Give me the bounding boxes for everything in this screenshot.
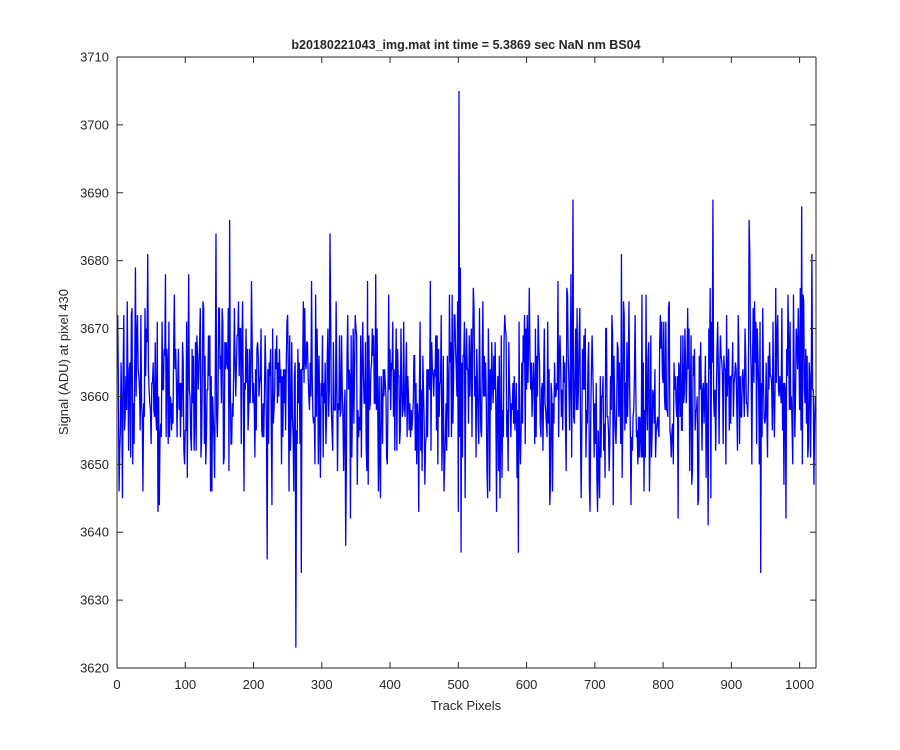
x-tick-label: 100 bbox=[174, 677, 196, 692]
y-tick-label: 3630 bbox=[80, 593, 109, 608]
y-tick-label: 3620 bbox=[80, 661, 109, 676]
series-layer bbox=[117, 90, 817, 648]
y-ticks: 3620 3630 3640 3650 3660 3670 3680 3690 3700 3710 bbox=[80, 50, 816, 676]
x-tick-label: 500 bbox=[447, 677, 469, 692]
y-tick-label: 3670 bbox=[80, 321, 109, 336]
y-tick-label: 3660 bbox=[80, 389, 109, 404]
x-ticks: 0 100 200 300 400 500 600 700 800 900 1000 bbox=[113, 57, 814, 692]
chart-title: b20180221043_img.mat int time = 5.3869 s… bbox=[291, 38, 640, 52]
axes-box bbox=[116, 56, 817, 669]
y-tick-label: 3700 bbox=[80, 117, 109, 132]
x-tick-label: 600 bbox=[516, 677, 538, 692]
x-tick-label: 700 bbox=[584, 677, 606, 692]
y-tick-label: 3680 bbox=[80, 253, 109, 268]
x-tick-label: 800 bbox=[652, 677, 674, 692]
x-tick-label: 900 bbox=[721, 677, 743, 692]
x-tick-label: 300 bbox=[311, 677, 333, 692]
x-tick-label: 0 bbox=[113, 677, 120, 692]
x-tick-label: 400 bbox=[379, 677, 401, 692]
series-line bbox=[117, 90, 817, 648]
y-tick-label: 3710 bbox=[80, 50, 109, 65]
y-tick-label: 3640 bbox=[80, 525, 109, 540]
y-tick-label: 3690 bbox=[80, 185, 109, 200]
y-tick-label: 3650 bbox=[80, 457, 109, 472]
x-tick-label: 1000 bbox=[785, 677, 814, 692]
x-axis-label: Track Pixels bbox=[431, 698, 502, 713]
x-tick-label: 200 bbox=[243, 677, 265, 692]
y-axis-label: Signal (ADU) at pixel 430 bbox=[56, 289, 71, 435]
